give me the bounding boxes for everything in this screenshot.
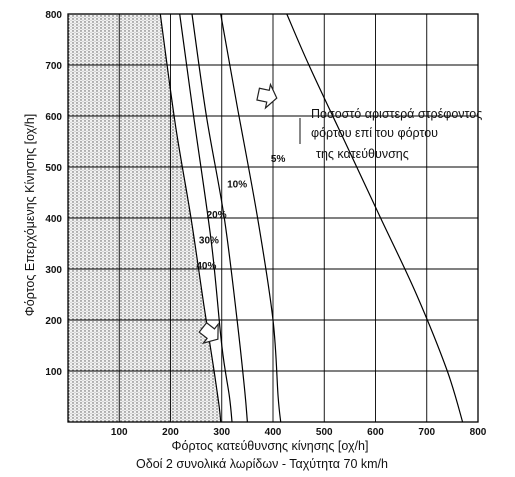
y-tick-label: 600 — [45, 112, 62, 123]
y-tick-label: 100 — [45, 367, 62, 378]
y-tick-label: 500 — [45, 163, 62, 174]
curve-label: 5% — [271, 154, 286, 165]
series-curves — [159, 13, 464, 423]
series-line-20pct — [191, 13, 248, 423]
y-axis-label: Φόρτος Επερχόμενης Κίνησης [οχ/h] — [23, 114, 37, 316]
series-line-10pct — [220, 13, 282, 423]
x-axis-subtitle: Οδοί 2 συνολικά λωρίδων - Ταχύτητα 70 km… — [136, 457, 388, 471]
x-tick-label: 500 — [316, 427, 333, 438]
y-tick-label: 700 — [45, 61, 62, 72]
curve-label: 40% — [196, 261, 216, 272]
curve-label: 30% — [199, 236, 219, 247]
series-line-30pct — [179, 13, 233, 423]
x-tick-label: 100 — [111, 427, 128, 438]
annotation-line-3: της κατεύθυνσης — [316, 147, 409, 161]
y-tick-label: 300 — [45, 265, 62, 276]
x-tick-label: 400 — [265, 427, 282, 438]
annotation-line-1: Ποσοστό αριστερά στρέφοντος — [311, 107, 482, 121]
annotation-line-2: φόρτου επί του φόρτου — [311, 126, 438, 140]
x-axis-label: Φόρτος κατεύθυνσης κίνησης [οχ/h] — [172, 439, 369, 453]
grid — [68, 14, 478, 422]
x-tick-label: 200 — [162, 427, 179, 438]
plot-frame — [67, 13, 479, 423]
x-tick-label: 700 — [418, 427, 435, 438]
x-tick-labels: 100 200 300 400 500 600 700 800 — [111, 427, 487, 438]
y-tick-label: 200 — [45, 316, 62, 327]
y-tick-label: 400 — [45, 214, 62, 225]
arrow-icon-upper — [256, 82, 278, 110]
curve-label: 10% — [227, 179, 247, 190]
curve-labels: 5% 10% 20% 30% 40% — [196, 154, 285, 272]
series-line-40pct — [159, 13, 222, 423]
x-tick-label: 600 — [367, 427, 384, 438]
y-tick-labels: 100 200 300 400 500 600 700 800 — [45, 10, 62, 378]
arrow-icon-lower — [198, 321, 219, 345]
y-tick-label: 800 — [45, 10, 62, 21]
series-line-5pct — [286, 13, 464, 423]
x-tick-label: 300 — [213, 427, 230, 438]
curve-label: 20% — [207, 210, 227, 221]
x-tick-label: 800 — [470, 427, 487, 438]
